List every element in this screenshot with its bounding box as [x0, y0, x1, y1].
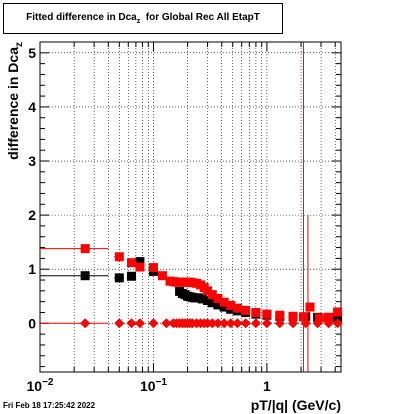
data-point — [80, 318, 91, 329]
x-tick-label: 10−1 — [140, 377, 167, 394]
data-point — [232, 318, 243, 329]
data-point — [126, 258, 136, 268]
data-point — [226, 300, 236, 310]
data-point — [148, 263, 158, 273]
data-point — [148, 318, 159, 329]
data-point — [197, 294, 207, 304]
data-point — [114, 273, 124, 283]
data-point — [333, 313, 343, 323]
chart-title-tail: for Global Rec All EtapT — [145, 12, 260, 23]
data-point — [126, 271, 136, 281]
data-point — [241, 305, 251, 315]
data-point — [126, 318, 137, 329]
data-point — [219, 297, 229, 307]
data-point — [275, 310, 285, 320]
data-point — [288, 318, 299, 329]
data-point — [274, 318, 285, 329]
y-tick-label: 4 — [28, 99, 36, 115]
data-point — [213, 293, 223, 303]
data-point — [207, 290, 217, 300]
data-point — [207, 298, 217, 308]
y-tick-label: 0 — [28, 315, 36, 331]
x-tick-label: 10−2 — [27, 377, 54, 394]
data-point — [312, 318, 323, 329]
data-point — [240, 318, 251, 329]
chart-title-box: Fitted difference in Dcaz for Global Rec… — [3, 3, 283, 34]
data-point — [203, 286, 213, 296]
data-point — [323, 318, 334, 329]
series-2 — [40, 318, 343, 329]
data-point — [288, 311, 298, 321]
data-point — [134, 318, 145, 329]
data-point — [332, 318, 343, 329]
y-tick-label: 1 — [28, 261, 36, 277]
data-point — [333, 307, 343, 317]
y-tick-label: 2 — [28, 207, 36, 223]
y-tick-label: 3 — [28, 153, 36, 169]
data-point — [314, 313, 324, 323]
data-point — [135, 257, 145, 267]
data-point — [324, 312, 334, 322]
data-point — [212, 318, 223, 329]
data-point — [203, 296, 213, 306]
data-point — [161, 318, 172, 329]
y-axis-title: difference in Dcaz — [5, 42, 25, 160]
data-point — [135, 262, 145, 272]
data-point — [305, 302, 315, 312]
x-grid — [73, 42, 336, 372]
data-point — [207, 318, 218, 329]
data-point — [261, 318, 272, 329]
data-point — [250, 318, 261, 329]
data-point — [232, 303, 242, 313]
data-point — [219, 302, 229, 312]
chart-title-main: Fitted difference in Dca — [26, 12, 137, 23]
y-ticks — [40, 52, 341, 368]
data-point — [114, 318, 125, 329]
data-point — [80, 244, 90, 254]
data-point — [251, 307, 261, 317]
data-point — [262, 309, 272, 319]
chart-title-subscript: z — [136, 18, 141, 25]
data-point — [213, 300, 223, 310]
x-ticks — [39, 42, 336, 372]
series-1 — [40, 244, 343, 323]
data-point — [225, 318, 236, 329]
data-point — [80, 271, 90, 281]
x-tick-label: 1 — [263, 378, 271, 394]
x-axis-title: pT/|q| (GeV/c) — [251, 397, 341, 413]
data-point — [219, 318, 230, 329]
data-point — [114, 252, 124, 262]
data-point — [157, 271, 167, 281]
y-tick-label: 5 — [28, 45, 36, 61]
timestamp: Fri Feb 18 17:25:42 2022 — [3, 401, 96, 410]
chart-title: Fitted difference in Dcaz for Global Rec… — [26, 12, 260, 25]
